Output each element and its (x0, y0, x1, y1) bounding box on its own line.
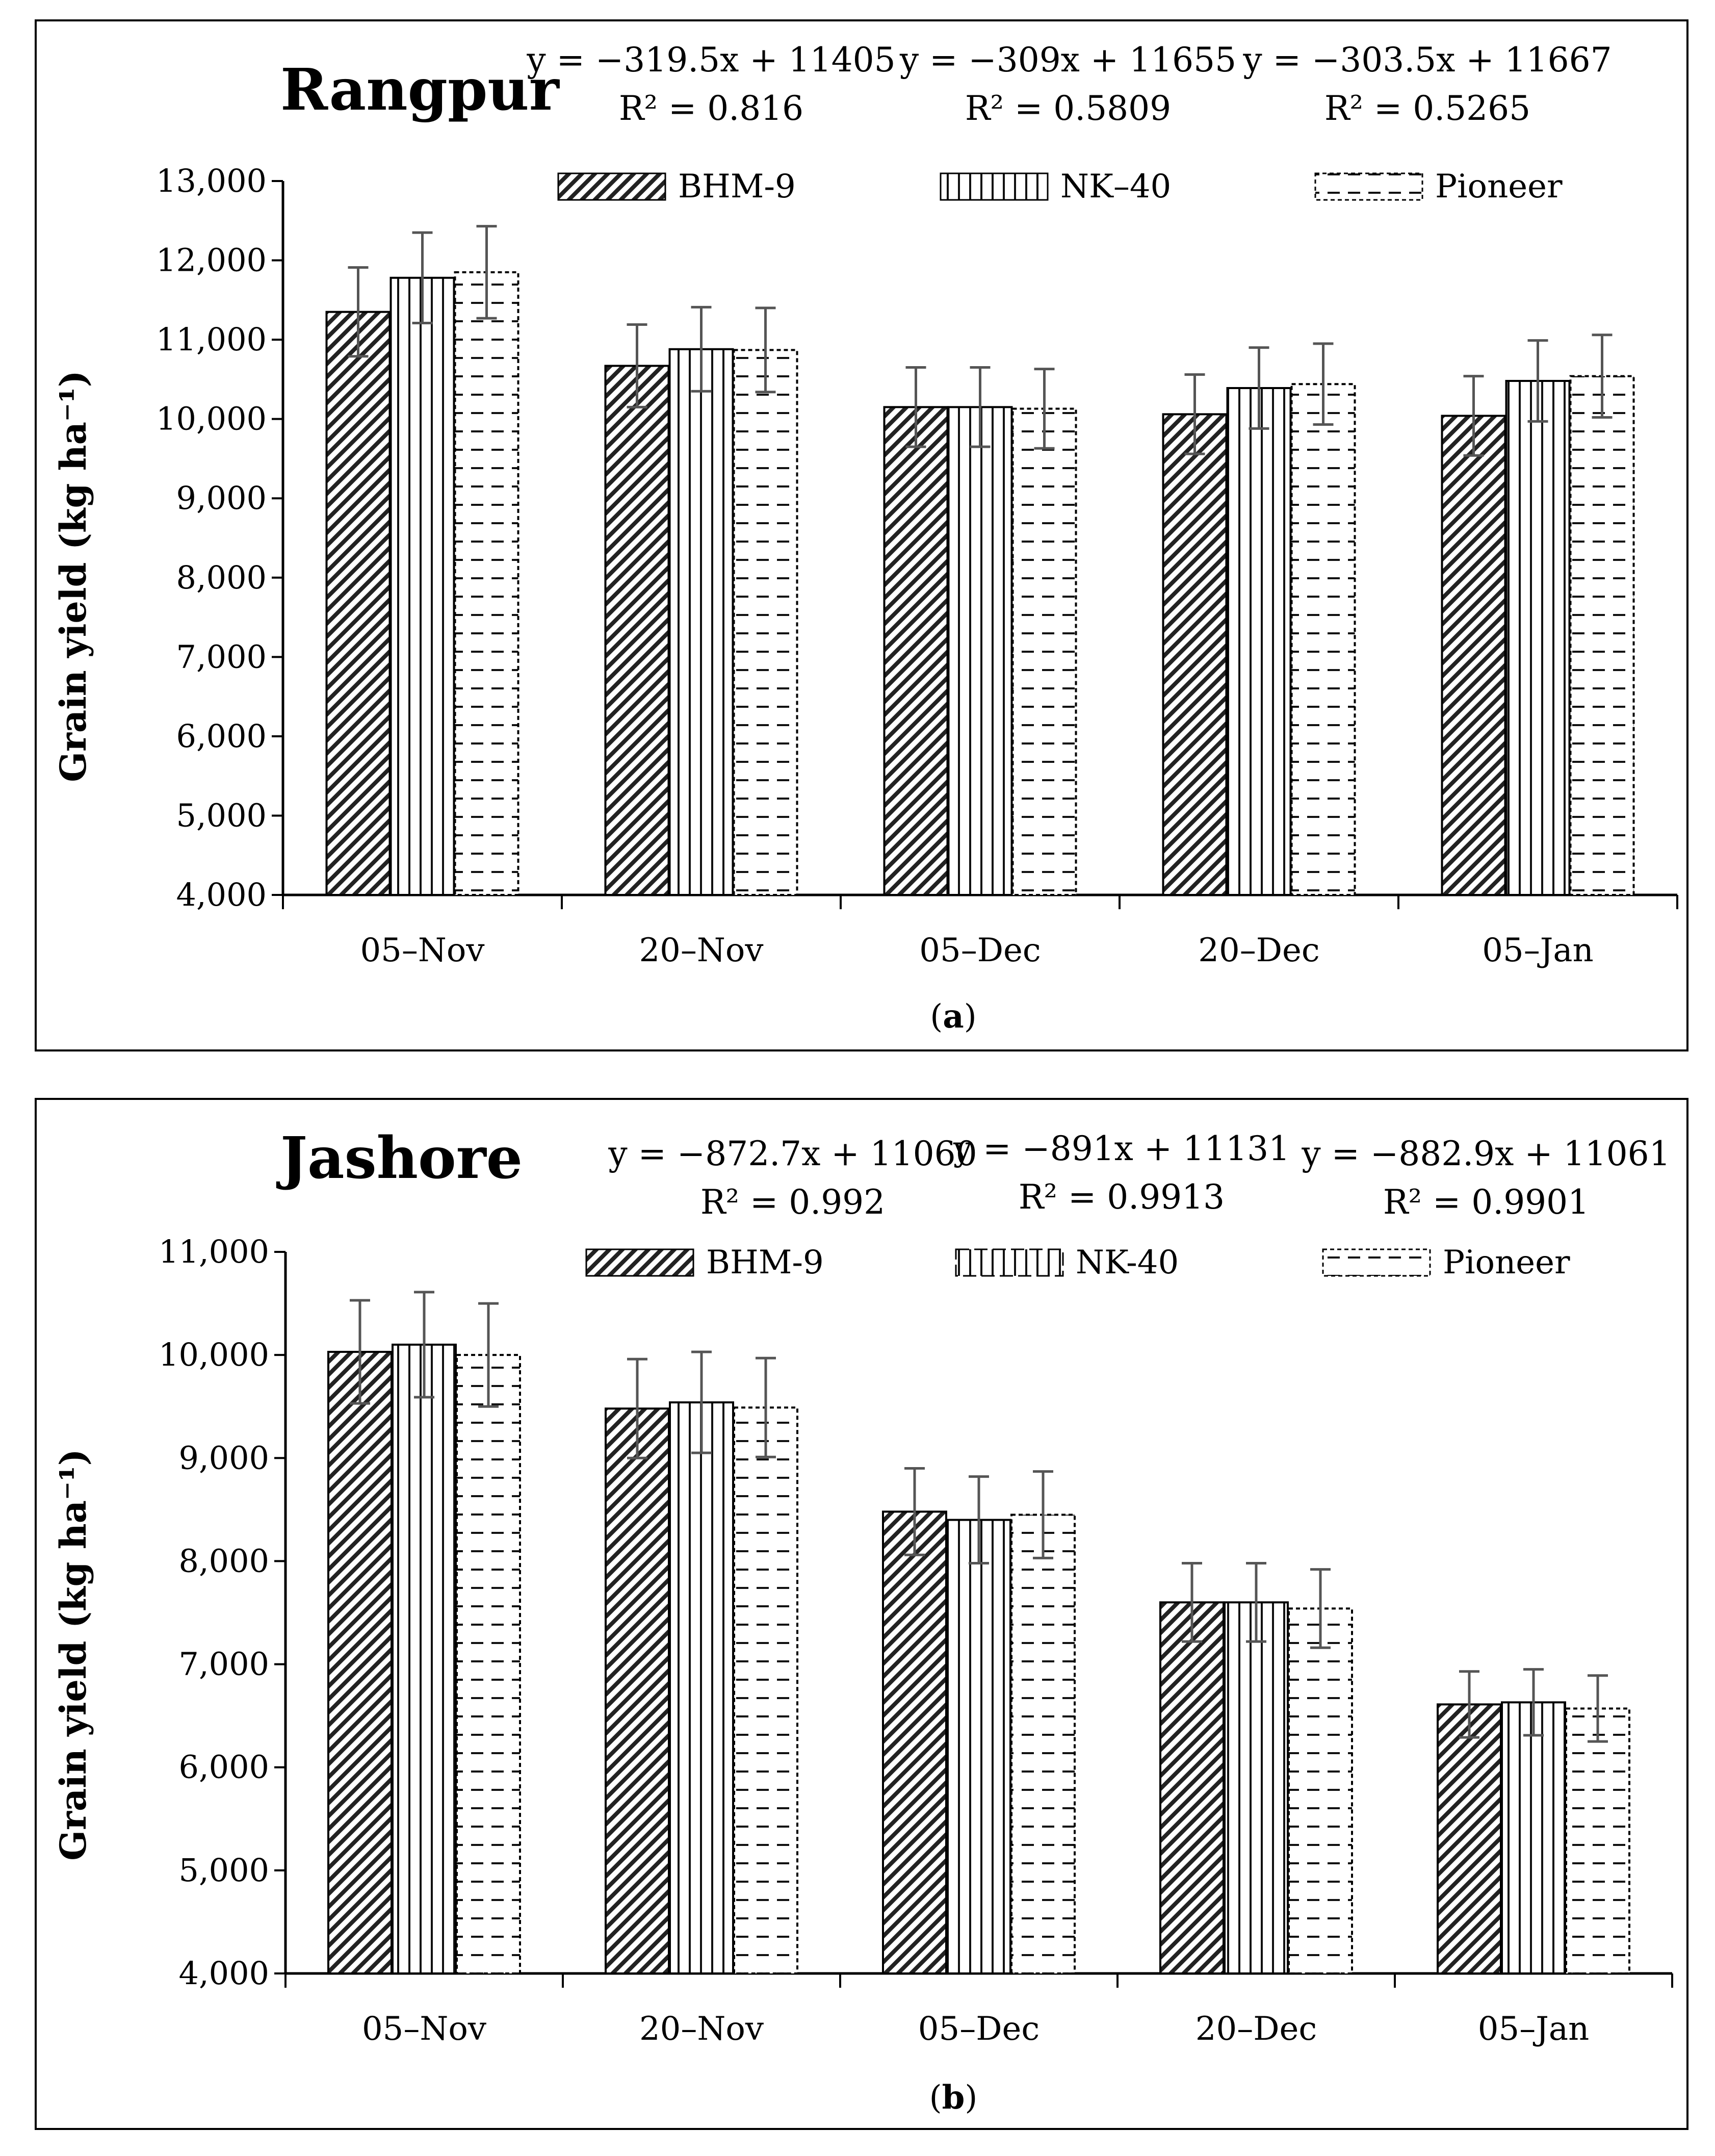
x-tick-label: 05–Dec (918, 2010, 1040, 2048)
bar (1441, 415, 1506, 896)
y-axis-label: Grain yield (kg ha⁻¹) (52, 370, 94, 782)
bar (327, 1351, 393, 1974)
y-tick-label: 11,000 (159, 1233, 269, 1270)
panel-b: Jashore y = −872.7x + 11060 R² = 0.992 y… (35, 1098, 1688, 2130)
bar (456, 1354, 521, 1974)
legend-swatch-pioneer (1322, 1248, 1431, 1277)
bar (454, 271, 519, 896)
y-tick-label: 6,000 (176, 717, 267, 755)
bar (947, 406, 1013, 896)
regression-equation: y = −319.5x + 11405 (526, 40, 895, 80)
bar (1011, 407, 1077, 896)
legend-label: BHM-9 (678, 168, 796, 206)
legend-label: NK-40 (1076, 1244, 1179, 1281)
chart-title: Jashore (276, 1125, 523, 1192)
y-tick-label: 10,000 (156, 400, 267, 438)
bar (604, 365, 670, 896)
regression-equation: y = −872.7x + 11060 (608, 1134, 977, 1173)
bar (882, 1510, 947, 1974)
bar (669, 1401, 734, 1975)
r-squared: R² = 0.5809 (965, 89, 1171, 128)
y-tick-label: 7,000 (179, 1646, 270, 1683)
bar (668, 348, 734, 896)
y-tick-label: 11,000 (156, 321, 267, 358)
y-tick-label: 13,000 (156, 162, 267, 199)
bar (1288, 1607, 1353, 1974)
y-tick-label: 7,000 (176, 638, 267, 675)
bar (1290, 383, 1356, 896)
bar (325, 311, 391, 896)
plot-area-b: 4,000 5,000 6,000 7,000 8,000 9,000 10,000 11,0… (159, 1233, 1673, 2048)
x-tick-label: 05–Nov (362, 2010, 486, 2048)
bar (389, 276, 455, 896)
legend-swatch-nk40 (955, 1248, 1064, 1277)
regression-equation: y = −882.9x + 11061 (1301, 1134, 1670, 1173)
x-tick-label: 05–Dec (919, 932, 1041, 969)
x-tick-label: 20–Nov (639, 932, 763, 969)
x-tick-label: 05–Nov (360, 932, 484, 969)
y-tick-label: 8,000 (179, 1542, 270, 1579)
bar (1437, 1703, 1502, 1975)
bar (605, 1407, 670, 1974)
regression-equation: y = −303.5x + 11667 (1242, 40, 1612, 80)
bar (392, 1343, 457, 1974)
legend-swatch-nk40 (940, 172, 1049, 201)
y-tick-label: 8,000 (176, 559, 267, 596)
legend-label: Pioneer (1435, 168, 1563, 206)
y-tick-label: 4,000 (179, 1955, 270, 1992)
legend-swatch-pioneer (1314, 172, 1423, 201)
plot-area-a: 4,000 5,000 6,000 7,000 8,000 9,000 10,000 11,0… (156, 162, 1678, 969)
x-tick-label: 20–Dec (1198, 932, 1319, 969)
caption: (b) (929, 2078, 978, 2117)
x-tick-label: 05–Jan (1482, 932, 1593, 969)
bar (1501, 1701, 1566, 1974)
y-tick-label: 4,000 (176, 876, 267, 913)
bar (733, 349, 798, 896)
legend-label: Pioneer (1443, 1244, 1570, 1281)
legend-label: BHM-9 (706, 1244, 824, 1281)
panel-a: Rangpur y = −319.5x + 11405 R² = 0.816 y… (35, 19, 1688, 1051)
caption: (a) (930, 997, 976, 1036)
r-squared: R² = 0.9913 (1019, 1177, 1225, 1217)
r-squared: R² = 0.816 (619, 89, 803, 128)
x-tick-label: 05–Jan (1478, 2010, 1589, 2048)
legend-swatch-bhm9 (557, 172, 666, 201)
legend-label: NK–40 (1060, 168, 1171, 206)
x-tick-label: 20–Dec (1196, 2010, 1317, 2048)
y-tick-label: 12,000 (156, 242, 267, 279)
panel-b-frame (35, 1098, 1688, 2130)
y-axis-label: Grain yield (kg ha⁻¹) (52, 1449, 94, 1861)
y-tick-label: 6,000 (179, 1749, 270, 1786)
r-squared: R² = 0.5265 (1324, 89, 1530, 128)
y-tick-label: 5,000 (176, 797, 267, 834)
y-tick-label: 5,000 (179, 1852, 270, 1889)
regression-equation: y = −309x + 11655 (899, 40, 1236, 80)
y-tick-label: 10,000 (159, 1336, 269, 1373)
bar (1569, 375, 1635, 896)
bar (883, 406, 949, 896)
y-tick-label: 9,000 (176, 479, 267, 517)
y-tick-label: 9,000 (179, 1439, 270, 1476)
r-squared: R² = 0.992 (700, 1183, 885, 1222)
bar (946, 1519, 1011, 1975)
bar (1226, 387, 1292, 896)
x-tick-label: 20–Nov (639, 2010, 764, 2048)
bar (1159, 1601, 1225, 1974)
bar (1224, 1601, 1289, 1974)
legend-swatch-bhm9 (585, 1248, 694, 1277)
bar (1505, 380, 1571, 896)
bar (733, 1406, 798, 1974)
bar (1162, 413, 1228, 896)
r-squared: R² = 0.9901 (1383, 1183, 1589, 1222)
bar (1010, 1513, 1076, 1975)
chart-title: Rangpur (280, 57, 560, 123)
bar (1565, 1707, 1630, 1975)
regression-equation: y = −891x + 11131 (953, 1129, 1290, 1168)
panel-a-frame (35, 19, 1688, 1051)
